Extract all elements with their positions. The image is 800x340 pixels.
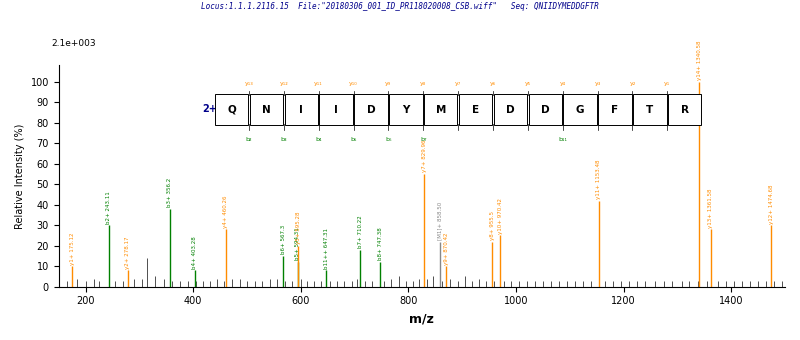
Text: y8+ 955.5: y8+ 955.5 [490,211,494,240]
FancyBboxPatch shape [494,94,527,125]
Text: y7+ 829.96: y7+ 829.96 [422,140,427,172]
Text: b8+ 747.38: b8+ 747.38 [378,228,382,260]
FancyBboxPatch shape [285,94,318,125]
Text: y₁₃: y₁₃ [245,81,254,86]
Text: N: N [262,105,270,115]
Text: b₅: b₅ [350,137,357,142]
FancyBboxPatch shape [319,94,353,125]
Text: 2.1e+003: 2.1e+003 [51,39,96,48]
Text: y₁₂: y₁₂ [279,81,288,86]
Text: b₂: b₂ [246,137,252,142]
Text: b₃: b₃ [281,137,287,142]
Text: y11+ 1153.48: y11+ 1153.48 [596,159,601,199]
Text: y4+ 460.26: y4+ 460.26 [223,195,228,228]
Text: y₇: y₇ [455,81,462,86]
Text: [M1]+ 858.50: [M1]+ 858.50 [438,202,442,240]
Text: b3+ 356.2: b3+ 356.2 [167,178,172,207]
Text: y₁₁: y₁₁ [314,81,323,86]
Text: I: I [299,105,303,115]
Text: Y: Y [402,105,410,115]
FancyBboxPatch shape [633,94,666,125]
Text: b₄: b₄ [315,137,322,142]
Text: b2+ 243.11: b2+ 243.11 [106,191,111,224]
Text: D: D [541,105,550,115]
Text: y₄: y₄ [560,81,566,86]
Text: y12+ 1474.68: y12+ 1474.68 [769,184,774,224]
FancyBboxPatch shape [215,94,248,125]
Text: b₇: b₇ [420,137,426,142]
Text: G: G [576,105,585,115]
Text: y10+ 970.42: y10+ 970.42 [498,198,502,234]
Text: y₈: y₈ [420,81,426,86]
FancyBboxPatch shape [459,94,492,125]
Text: y₅: y₅ [525,81,531,86]
Text: M: M [435,105,446,115]
Text: b6+ 567.3: b6+ 567.3 [281,225,286,254]
FancyBboxPatch shape [563,94,597,125]
Text: D: D [366,105,375,115]
Text: F: F [611,105,618,115]
Text: Locus:1.1.1.2116.15  File:"20180306_001_ID_PR118020008_CSB.wiff"   Seq: QNIIDYME: Locus:1.1.1.2116.15 File:"20180306_001_I… [201,2,599,11]
Text: 2+: 2+ [202,103,217,114]
FancyBboxPatch shape [354,94,388,125]
Text: y9+ 870.42: y9+ 870.42 [444,232,449,265]
FancyBboxPatch shape [424,94,458,125]
FancyBboxPatch shape [529,94,562,125]
Text: y5+ 595.28: y5+ 595.28 [296,211,301,244]
Text: b5+ 594.31: b5+ 594.31 [295,228,300,260]
Text: y13+ 1361.58: y13+ 1361.58 [708,188,713,228]
Text: b11++ 647.31: b11++ 647.31 [324,228,329,269]
Text: y₉: y₉ [386,81,391,86]
Text: E: E [472,105,479,115]
Text: y₆: y₆ [490,81,496,86]
Text: I: I [334,105,338,115]
Text: y2+ 278.17: y2+ 278.17 [125,236,130,269]
Text: b₆: b₆ [385,137,392,142]
Text: Q: Q [227,105,236,115]
Y-axis label: Relative Intensity (%): Relative Intensity (%) [15,123,25,229]
FancyBboxPatch shape [389,94,422,125]
Text: b₁₁: b₁₁ [558,137,567,142]
FancyBboxPatch shape [598,94,632,125]
Text: y₁: y₁ [664,81,670,86]
Text: y₃: y₃ [594,81,601,86]
FancyBboxPatch shape [250,94,283,125]
Text: T: T [646,105,654,115]
Text: b7+ 710.22: b7+ 710.22 [358,216,362,248]
Text: D: D [506,105,514,115]
Text: y1+ 175.12: y1+ 175.12 [70,232,74,265]
Text: y14+ 1340.58: y14+ 1340.58 [697,40,702,80]
FancyBboxPatch shape [668,94,702,125]
Text: b4+ 403.28: b4+ 403.28 [193,236,198,269]
Text: y₂: y₂ [630,81,635,86]
Text: y₁₀: y₁₀ [349,81,358,86]
Text: R: R [681,105,689,115]
X-axis label: m/z: m/z [410,312,434,325]
